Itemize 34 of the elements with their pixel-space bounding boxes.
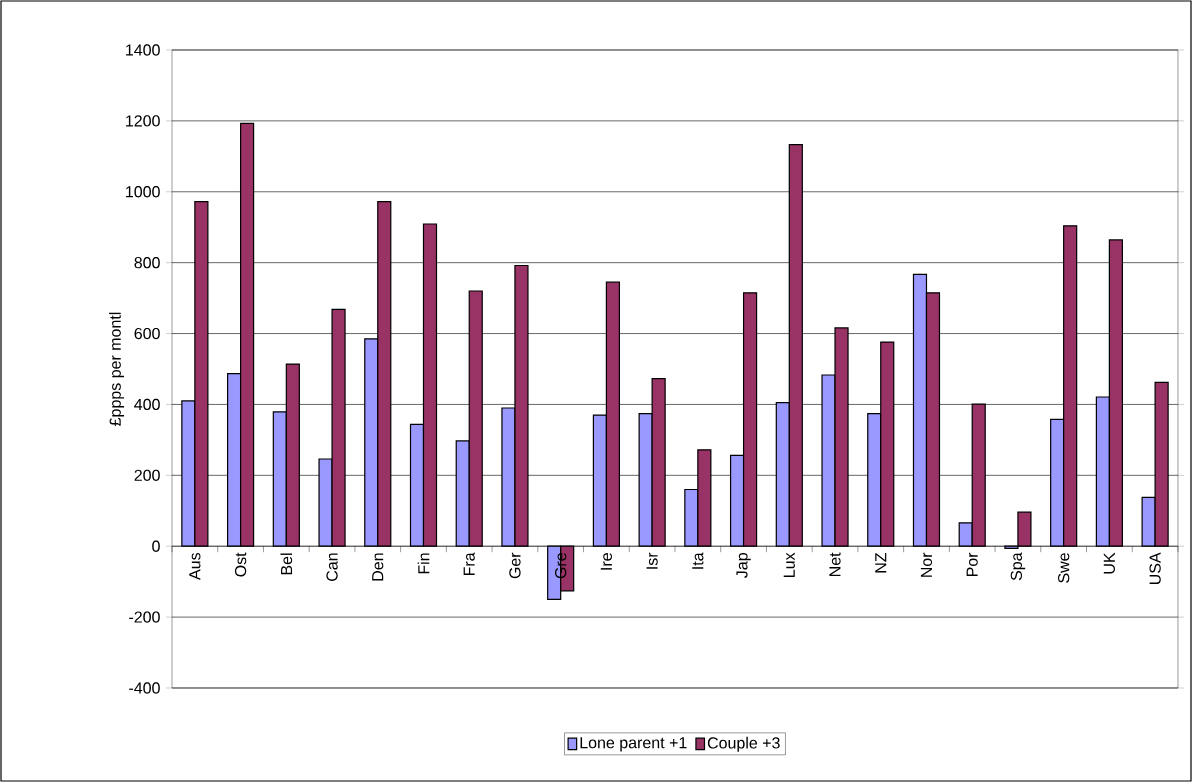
x-tick-label: NZ [875, 552, 887, 573]
legend-label: Lone parent +1 [580, 737, 687, 752]
x-tick-label: Ire [600, 553, 612, 570]
y-tick-label: -200 [129, 611, 160, 623]
y-tick-label: -400 [129, 682, 160, 694]
y-axis-title: £ppps per montl [109, 312, 125, 426]
x-tick-label: Ita [692, 552, 704, 569]
x-tick-label: Isr [646, 552, 658, 569]
x-tick-label: Nor [920, 552, 933, 577]
x-tick-label: Ger [509, 552, 521, 579]
x-tick-label: Fra [463, 552, 475, 576]
y-tick-label: 600 [134, 327, 160, 340]
y-tick-label: 1200 [126, 115, 160, 127]
x-tick-label: Can [326, 553, 338, 581]
x-tick-label: Ost [234, 552, 247, 577]
x-tick-label: Fin [417, 553, 430, 574]
x-tick-label: UK [1103, 552, 1115, 574]
x-tick-label: Net [829, 552, 841, 576]
y-tick-label: 1400 [126, 44, 160, 56]
x-tick-label: Por [966, 552, 978, 576]
x-tick-label: USA [1149, 552, 1161, 585]
x-tick-label: Den [372, 553, 384, 581]
x-tick-label: Lux [783, 552, 795, 577]
x-tick-label: Swe [1058, 553, 1070, 583]
y-tick-label: 800 [134, 257, 160, 269]
y-tick-label: 400 [134, 398, 160, 411]
y-tick-label: 0 [152, 540, 160, 552]
y-tick-label: 1000 [126, 186, 160, 198]
x-tick-label: Spa [1010, 552, 1026, 581]
x-tick-label: Bel [280, 553, 293, 575]
x-tick-label: Jap [736, 553, 751, 578]
x-tick-label: Aus [189, 553, 201, 580]
legend-label: Couple +3 [707, 736, 780, 752]
y-tick-label: 200 [134, 469, 160, 481]
